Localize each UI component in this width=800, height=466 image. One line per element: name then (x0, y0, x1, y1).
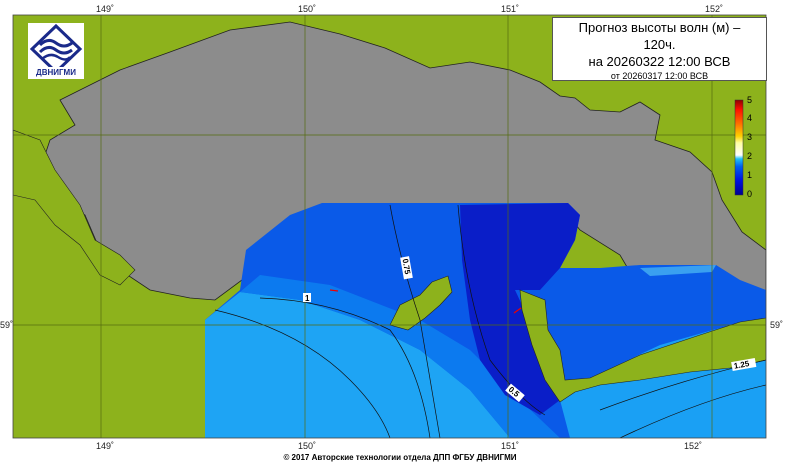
ocean-medium-waves (240, 275, 560, 438)
land-left-peninsula (13, 129, 136, 286)
graticule (13, 15, 766, 438)
forecast-valid-time: на 20260322 12:00 ВСВ (588, 54, 731, 69)
forecast-issue-time: от 20260317 12:00 ВСВ (610, 71, 709, 81)
colorbar-tick: 2 (747, 151, 752, 161)
contour-label-box (303, 293, 311, 302)
map-frame (12, 14, 767, 439)
wave-direction-arrow (513, 307, 522, 314)
dvnigmi-logo: ДВНИГМИ (28, 23, 84, 79)
contour-label: 1.25 (733, 359, 750, 371)
colorbar-tick: 3 (747, 132, 752, 142)
lon-tick: 151˚ (501, 4, 519, 14)
title-line: 120ч. (643, 37, 676, 52)
contour-label: 0.75 (400, 258, 412, 275)
title-line: Прогноз высоты волн (м) – (578, 20, 741, 35)
colorbar-tick: 0 (747, 189, 752, 199)
forecast-title-box: Прогноз высоты волн (м) – 120ч. на 20260… (552, 17, 767, 81)
lon-tick: 150˚ (298, 441, 316, 451)
lon-tick: 150˚ (298, 4, 316, 14)
lon-tick: 152˚ (705, 4, 723, 14)
lon-tick: 149˚ (96, 4, 114, 14)
lon-tick: 149˚ (96, 441, 114, 451)
lon-tick: 152˚ (684, 441, 702, 451)
wave-direction-arrow (329, 289, 339, 292)
ocean-bay-waves (640, 265, 716, 276)
copyright-footer: © 2017 Авторские технологии отдела ДПП Ф… (283, 453, 517, 462)
contour-label: 1 (305, 294, 310, 303)
lon-tick: 151˚ (501, 441, 519, 451)
colorbar-tick: 5 (747, 95, 752, 105)
colorbar (734, 99, 744, 196)
colorbar-tick: 1 (747, 170, 752, 180)
lat-tick: 59˚ (770, 320, 783, 330)
svg-text:ДВНИГМИ: ДВНИГМИ (36, 68, 76, 77)
land-southeast-coast (519, 289, 766, 403)
colorbar-tick: 4 (747, 113, 752, 123)
wave-contours (214, 204, 766, 438)
lat-tick: 59˚ (0, 320, 13, 330)
land-island (389, 275, 453, 331)
